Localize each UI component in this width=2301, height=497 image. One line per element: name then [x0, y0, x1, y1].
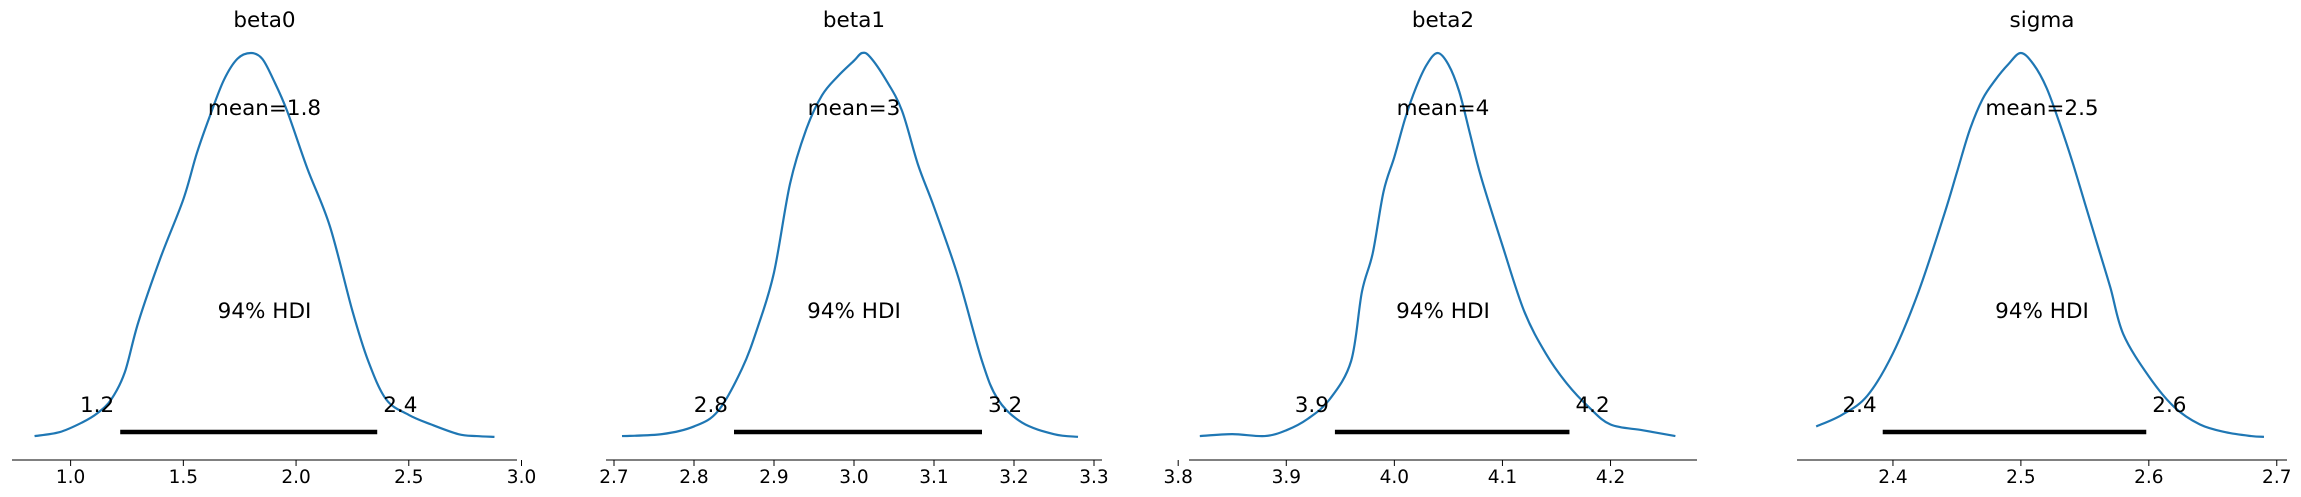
- mean-label: mean=3: [808, 96, 901, 121]
- x-tick-label: 3.9: [1272, 467, 1301, 488]
- density-curve: [621, 51, 1079, 438]
- hdi-low-label: 2.8: [694, 393, 728, 418]
- x-tick-label: 4.0: [1380, 467, 1409, 488]
- hdi-label: 94% HDI: [807, 299, 901, 324]
- x-tick-label: 3.0: [839, 467, 868, 488]
- x-tick-label: 4.1: [1488, 467, 1517, 488]
- panel-beta1: beta1 mean=3 94% HDI 2.8 3.2 2.7 2.8 2.9 3.0 3.1 3…: [599, 8, 1108, 488]
- hdi-low-label: 2.4: [1843, 393, 1877, 418]
- mean-label: mean=2.5: [1985, 96, 2098, 121]
- hdi-high-label: 2.4: [383, 393, 417, 418]
- x-tick-label: 2.6: [2134, 467, 2163, 488]
- x-tick-label: 3.0: [507, 467, 536, 488]
- hdi-high-label: 3.2: [988, 393, 1022, 418]
- density-curve: [1815, 51, 2265, 438]
- panel-title: beta0: [233, 8, 295, 33]
- hdi-low-label: 1.2: [80, 393, 114, 418]
- x-tick-label: 2.5: [394, 467, 423, 488]
- x-tick-label: 2.5: [2006, 467, 2035, 488]
- hdi-high-label: 4.2: [1575, 393, 1609, 418]
- panel-beta2: beta2 mean=4 94% HDI 3.9 4.2 3.8 3.9 4.0 4.1 4.2: [1163, 8, 1697, 488]
- x-tick-label: 2.9: [759, 467, 788, 488]
- mean-label: mean=4: [1397, 96, 1490, 121]
- hdi-label: 94% HDI: [1396, 299, 1490, 324]
- panel-beta0: beta0 mean=1.8 94% HDI 1.2 2.4 1.0 1.5 2.0 2.5 3.…: [12, 8, 536, 488]
- mean-label: mean=1.8: [208, 96, 321, 121]
- hdi-low-label: 3.9: [1295, 393, 1329, 418]
- hdi-label: 94% HDI: [1995, 299, 2089, 324]
- panel-title: beta1: [823, 8, 885, 33]
- x-tick-label: 2.7: [599, 467, 628, 488]
- density-curve: [34, 51, 495, 438]
- x-tick-label: 2.4: [1878, 467, 1907, 488]
- x-tick-label: 2.0: [281, 467, 310, 488]
- panel-title: beta2: [1412, 8, 1474, 33]
- x-tick-label: 3.3: [1079, 467, 1108, 488]
- hdi-high-label: 2.6: [2152, 393, 2186, 418]
- hdi-label: 94% HDI: [218, 299, 312, 324]
- x-tick-label: 2.7: [2262, 467, 2291, 488]
- density-curve: [1199, 51, 1676, 438]
- x-tick-label: 1.5: [169, 467, 198, 488]
- x-tick-label: 3.8: [1163, 467, 1192, 488]
- x-tick-label: 3.2: [999, 467, 1028, 488]
- x-tick-label: 2.8: [679, 467, 708, 488]
- panel-sigma: sigma mean=2.5 94% HDI 2.4 2.6 2.4 2.5 2.6 2.7: [1797, 8, 2291, 488]
- x-tick-label: 1.0: [56, 467, 85, 488]
- x-tick-label: 4.2: [1596, 467, 1625, 488]
- panel-title: sigma: [2010, 8, 2075, 33]
- x-tick-label: 3.1: [919, 467, 948, 488]
